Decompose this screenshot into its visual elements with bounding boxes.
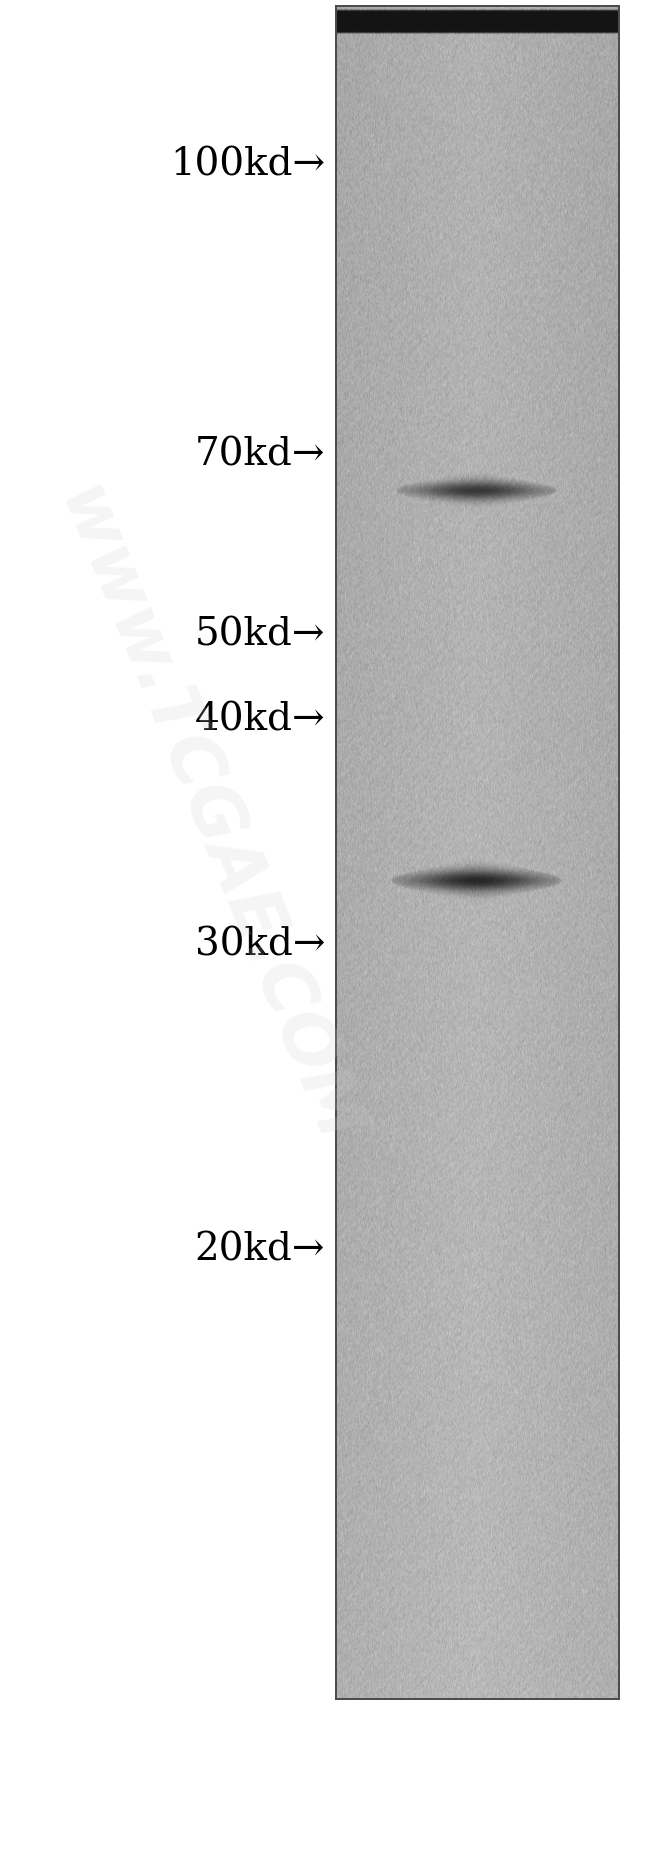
Text: 70kd→: 70kd→ xyxy=(194,436,325,473)
Text: 20kd→: 20kd→ xyxy=(194,1232,325,1269)
Text: 100kd→: 100kd→ xyxy=(170,147,325,184)
Text: 40kd→: 40kd→ xyxy=(194,701,325,738)
Text: www.TCGAE.COM: www.TCGAE.COM xyxy=(44,477,372,1156)
Text: 50kd→: 50kd→ xyxy=(194,616,325,653)
Text: 30kd→: 30kd→ xyxy=(194,926,325,963)
